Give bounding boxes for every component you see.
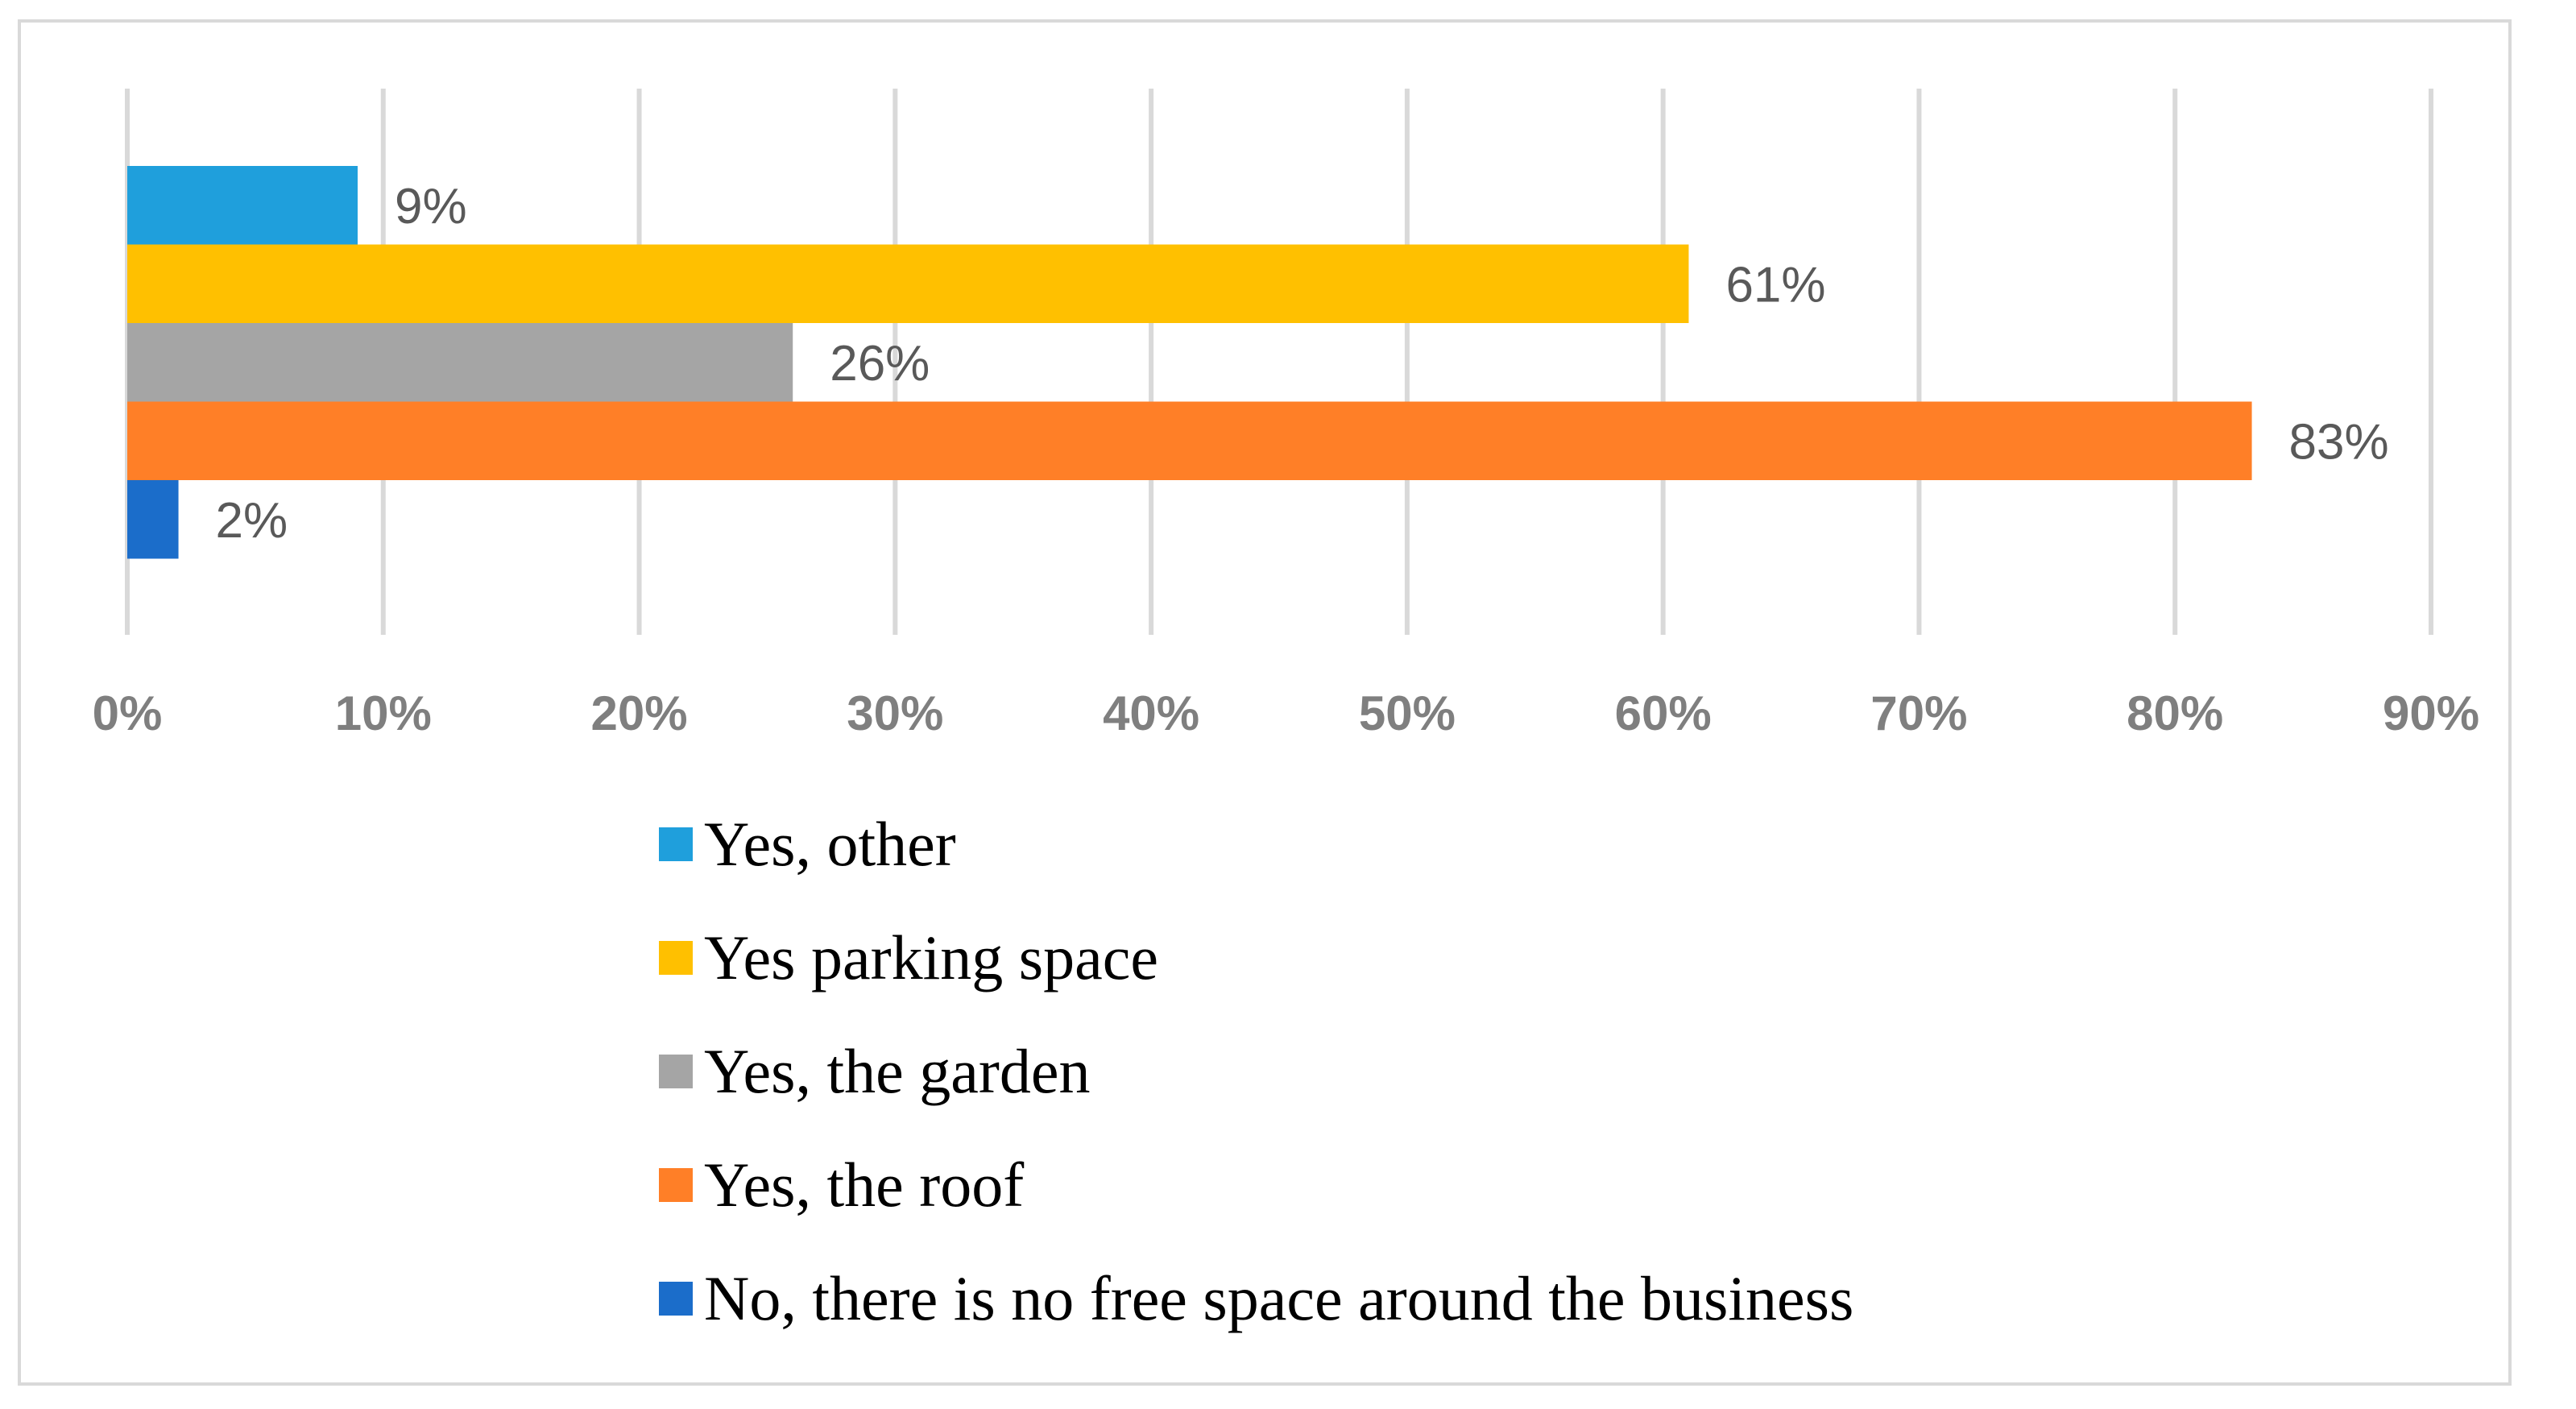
legend-item[interactable]: Yes, other <box>659 809 956 879</box>
x-axis-ticks: 0% 10% 20% 30% 40% 50% 60% 70% 80% 90% <box>93 686 2479 740</box>
x-tick-label: 60% <box>1615 686 1712 740</box>
bar[interactable] <box>127 480 179 559</box>
legend-label: Yes, the garden <box>704 1036 1091 1106</box>
legend-item[interactable]: No, there is no free space around the bu… <box>659 1263 1853 1333</box>
x-tick-label: 80% <box>2127 686 2223 740</box>
x-tick-label: 30% <box>847 686 943 740</box>
bars <box>127 166 2252 559</box>
legend-label: Yes, other <box>704 809 956 879</box>
data-labels: 9% 61% 26% 83% 2% <box>216 179 2389 549</box>
bar[interactable] <box>127 166 358 245</box>
x-tick-label: 20% <box>591 686 688 740</box>
legend-swatch <box>659 827 693 861</box>
data-label: 9% <box>395 179 467 234</box>
bar[interactable] <box>127 244 1689 324</box>
data-label: 2% <box>216 493 288 549</box>
x-tick-label: 10% <box>335 686 432 740</box>
data-label: 61% <box>1725 257 1825 313</box>
data-label: 26% <box>830 336 930 392</box>
x-tick-label: 90% <box>2383 686 2479 740</box>
legend-label: No, there is no free space around the bu… <box>704 1263 1853 1333</box>
legend-swatch <box>659 1282 693 1316</box>
bar[interactable] <box>127 401 2252 481</box>
data-label: 83% <box>2289 414 2389 470</box>
legend-label: Yes, the roof <box>704 1150 1024 1220</box>
x-tick-label: 0% <box>93 686 163 740</box>
legend-item[interactable]: Yes, the roof <box>659 1150 1024 1220</box>
x-tick-label: 50% <box>1359 686 1456 740</box>
legend-swatch <box>659 1055 693 1088</box>
legend-label: Yes parking space <box>704 922 1158 993</box>
legend-item[interactable]: Yes parking space <box>659 922 1158 993</box>
legend[interactable]: Yes, other Yes parking space Yes, the gard… <box>659 809 1853 1333</box>
legend-swatch <box>659 1168 693 1202</box>
legend-item[interactable]: Yes, the garden <box>659 1036 1091 1106</box>
bar[interactable] <box>127 323 793 402</box>
x-tick-label: 40% <box>1103 686 1199 740</box>
legend-swatch <box>659 941 693 975</box>
x-tick-label: 70% <box>1870 686 1967 740</box>
